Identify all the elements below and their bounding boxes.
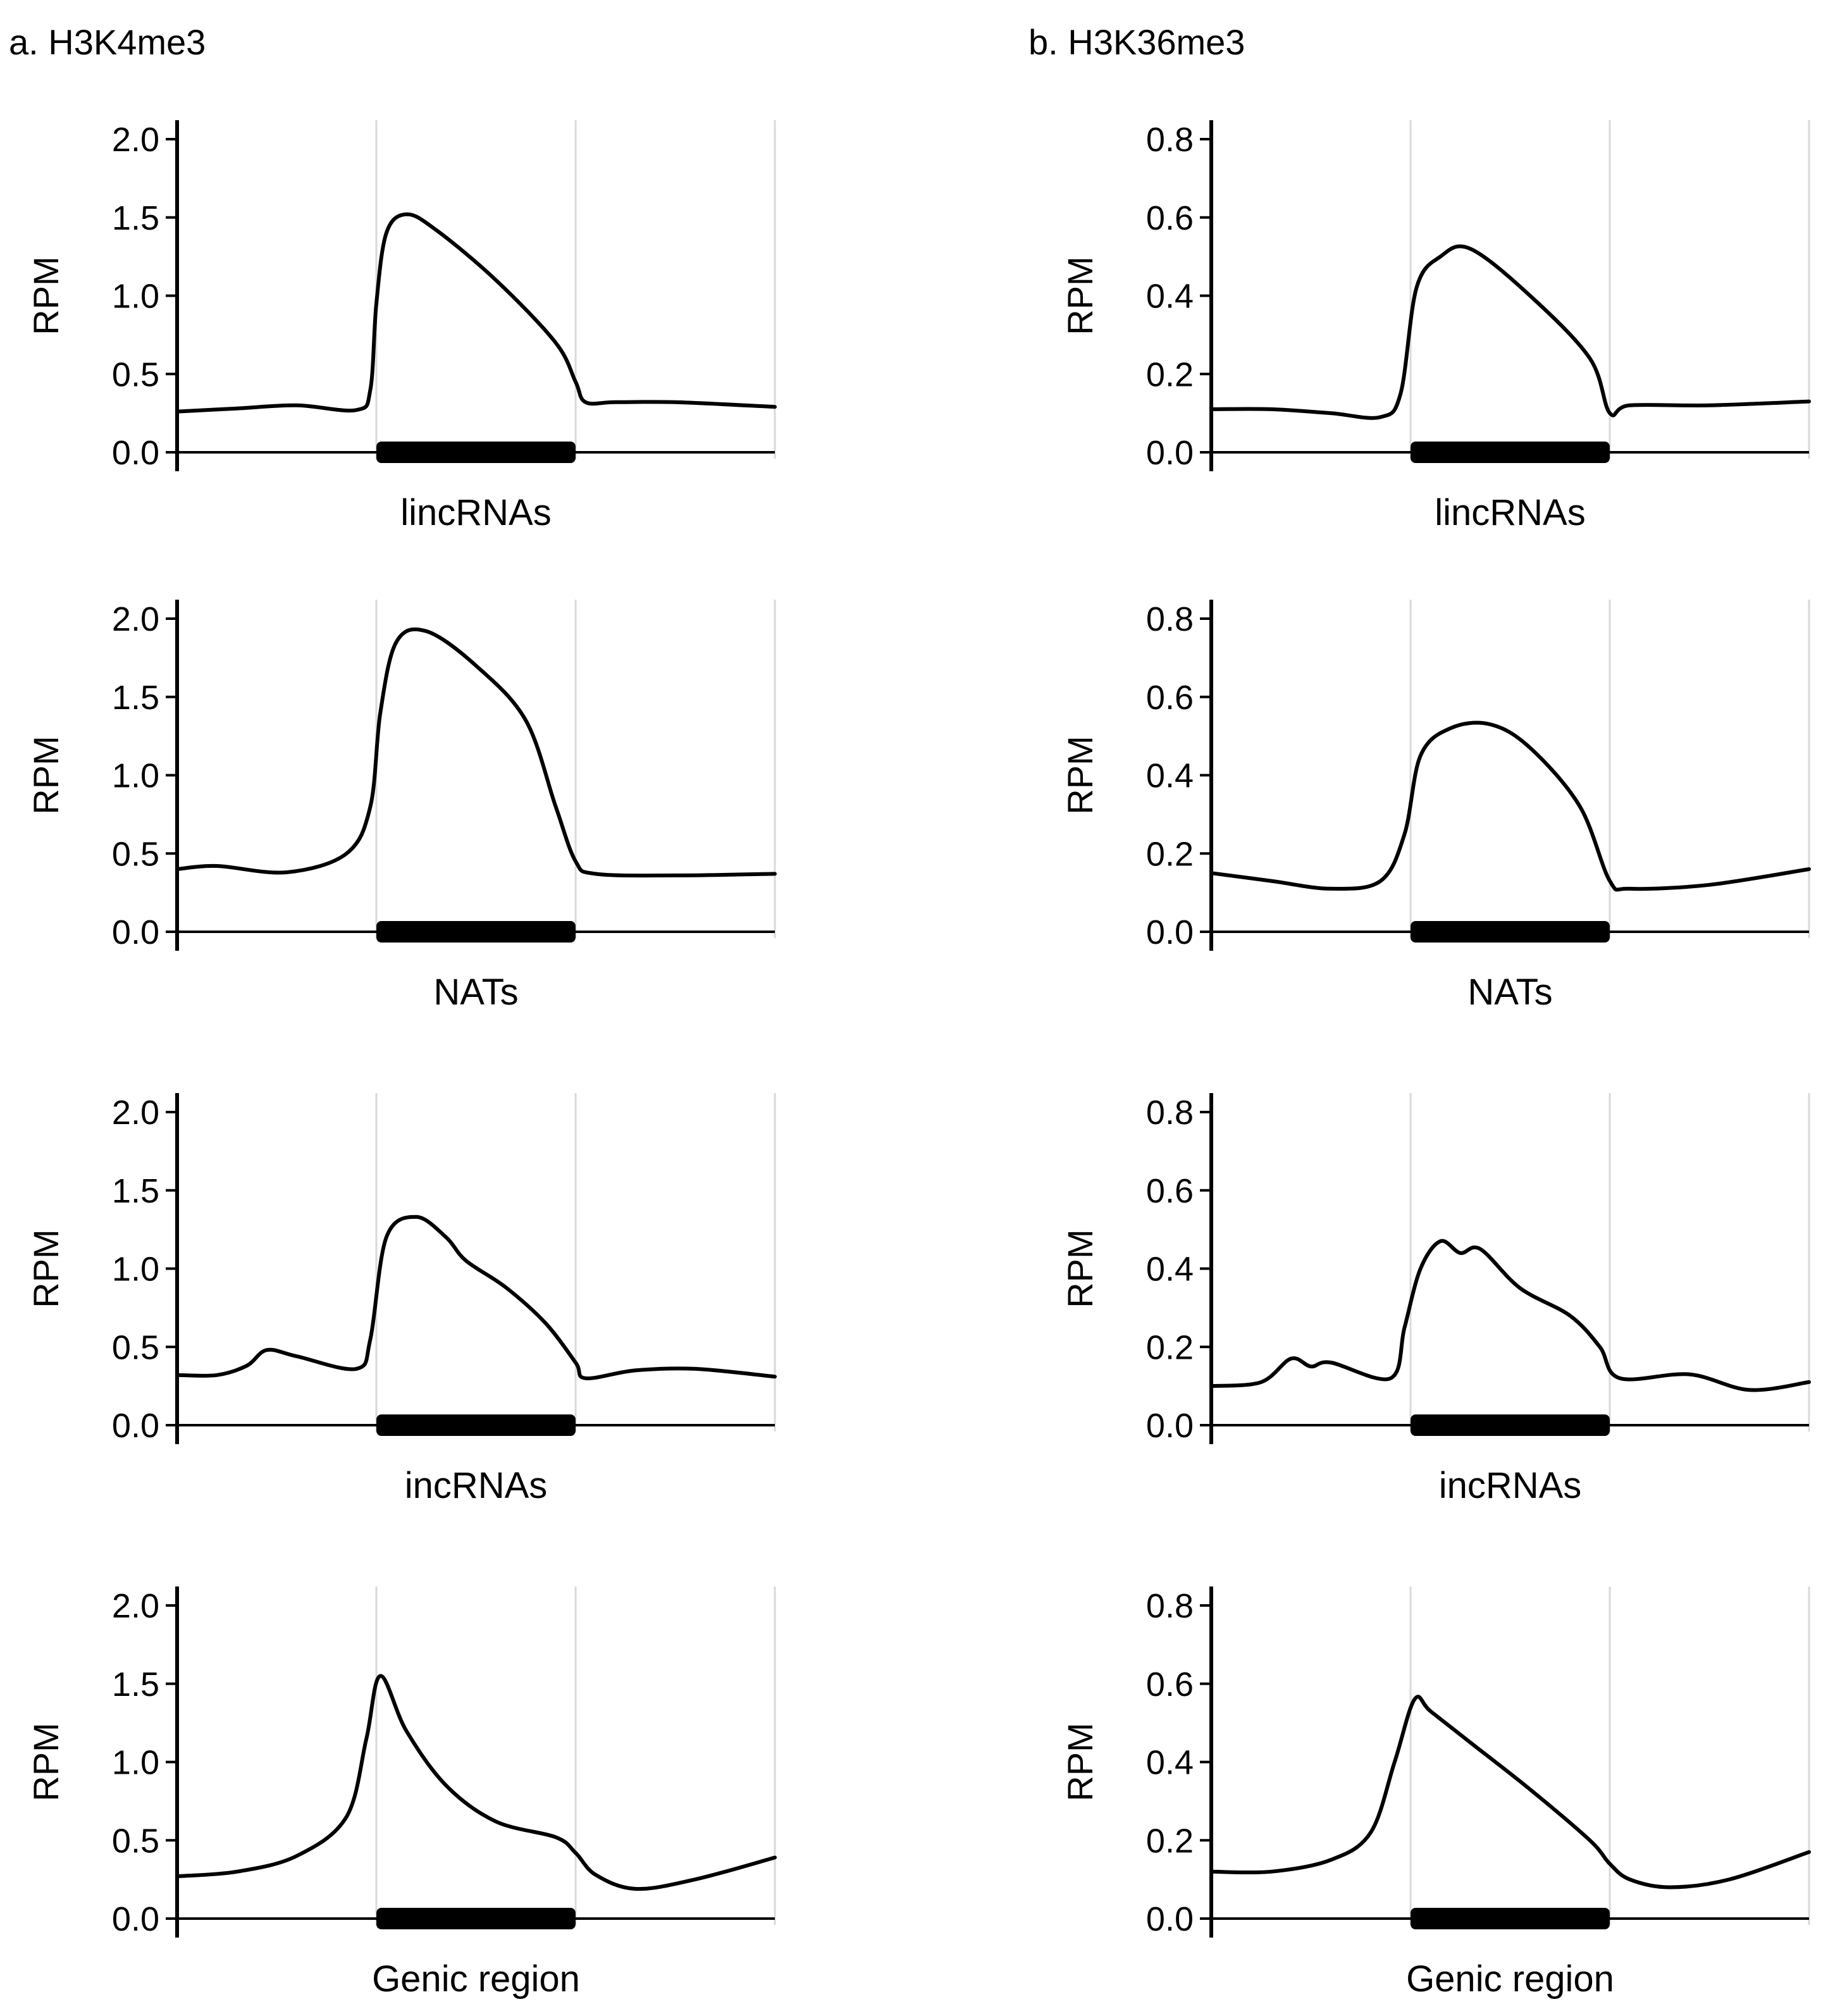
p1-c0-y-tick-label: 0.2 xyxy=(1146,356,1194,393)
p0-c3-y-tick-label: 0.5 xyxy=(112,1822,159,1860)
p0-c1-gene-body-bar xyxy=(376,921,576,943)
p1-c2-y-tick-label: 0.6 xyxy=(1146,1172,1194,1210)
p1-c0-y-tick-label: 0.6 xyxy=(1146,199,1194,237)
p1-c0-series-line xyxy=(1209,244,1811,420)
p0-c0-y-tick-label: 1.0 xyxy=(112,278,159,316)
p1-c1-y-tick-label: 0.2 xyxy=(1146,835,1194,873)
p0-c1-y-axis-label: RPM xyxy=(26,736,66,814)
p0-c3-gene-body-bar xyxy=(376,1908,576,1929)
p1-c1-y-tick-label: 0.0 xyxy=(1146,913,1194,951)
p0-c2-y-tick-label: 2.0 xyxy=(112,1094,159,1132)
p1-c3-gene-body-bar xyxy=(1411,1908,1610,1929)
p1-c3-y-tick-label: 0.6 xyxy=(1146,1666,1194,1704)
p0-c3-y-tick-label: 0.0 xyxy=(112,1900,159,1938)
p1-c2-y-tick-label: 0.2 xyxy=(1146,1328,1194,1366)
p0-c3-y-axis-label: RPM xyxy=(26,1722,66,1801)
p1-c1-y-tick-label: 0.6 xyxy=(1146,679,1194,717)
panel-b-title: b. H3K36me3 xyxy=(1028,22,1245,62)
p1-c1-gene-body-bar xyxy=(1411,921,1610,943)
p1-c2-chart: 0.0 0.2 0.4 0.6 0.8 RPM incRNAs xyxy=(1060,1093,1811,1506)
p1-c3-y-tick-label: 0.2 xyxy=(1146,1822,1194,1860)
p0-c0-chart: 0.0 0.5 1.0 1.5 2.0 RPM lincRNAs xyxy=(26,120,777,533)
p0-c2-series-line xyxy=(175,1215,777,1381)
p1-c3-y-tick-label: 0.8 xyxy=(1146,1587,1194,1625)
charts-container: 0.0 0.5 1.0 1.5 2.0 RPM lincRNAs 0.0 0.5 1.0 1.5 2.… xyxy=(26,120,1811,2000)
p0-c2-y-tick-label: 0.0 xyxy=(112,1407,159,1445)
p0-c2-y-tick-label: 1.5 xyxy=(112,1172,159,1210)
p1-c0-chart: 0.0 0.2 0.4 0.6 0.8 RPM lincRNAs xyxy=(1060,120,1811,533)
p0-c1-x-axis-label: NATs xyxy=(433,972,518,1013)
p0-c2-y-axis-label: RPM xyxy=(26,1229,66,1308)
p0-c3-x-axis-label: Genic region xyxy=(372,1958,580,2000)
p0-c3-y-tick-label: 1.5 xyxy=(112,1666,159,1704)
p0-c0-y-tick-label: 2.0 xyxy=(112,121,159,159)
p1-c0-y-axis-label: RPM xyxy=(1060,256,1100,335)
p1-c0-x-axis-label: lincRNAs xyxy=(1435,492,1586,533)
p0-c2-y-tick-label: 1.0 xyxy=(112,1251,159,1289)
p0-c3-y-tick-label: 1.0 xyxy=(112,1744,159,1782)
p0-c0-y-axis-label: RPM xyxy=(26,256,66,335)
p1-c0-gene-body-bar xyxy=(1411,442,1610,463)
p0-c1-y-tick-label: 2.0 xyxy=(112,600,159,638)
p1-c1-series-line xyxy=(1209,720,1811,892)
p1-c2-gene-body-bar xyxy=(1411,1414,1610,1436)
p0-c1-y-tick-label: 0.5 xyxy=(112,835,159,873)
p1-c2-series-line xyxy=(1209,1239,1811,1392)
p0-c2-y-tick-label: 0.5 xyxy=(112,1328,159,1366)
p1-c0-y-tick-label: 0.0 xyxy=(1146,434,1194,472)
p0-c0-gene-body-bar xyxy=(376,442,576,463)
p1-c1-x-axis-label: NATs xyxy=(1467,972,1552,1013)
p1-c3-y-tick-label: 0.4 xyxy=(1146,1744,1194,1782)
p0-c0-y-tick-label: 1.5 xyxy=(112,199,159,237)
p1-c2-x-axis-label: incRNAs xyxy=(1439,1465,1582,1506)
p1-c1-y-tick-label: 0.4 xyxy=(1146,757,1194,795)
p1-c2-y-tick-label: 0.0 xyxy=(1146,1407,1194,1445)
p0-c0-y-tick-label: 0.0 xyxy=(112,434,159,472)
p0-c1-y-tick-label: 1.0 xyxy=(112,757,159,795)
p1-c2-y-tick-label: 0.8 xyxy=(1146,1094,1194,1132)
p0-c2-gene-body-bar xyxy=(376,1414,576,1436)
p0-c1-y-tick-label: 1.5 xyxy=(112,679,159,717)
p0-c3-series-line xyxy=(175,1674,777,1891)
p1-c3-y-axis-label: RPM xyxy=(1060,1722,1100,1801)
p0-c1-chart: 0.0 0.5 1.0 1.5 2.0 RPM NATs xyxy=(26,600,777,1013)
p1-c1-y-axis-label: RPM xyxy=(1060,736,1100,814)
p1-c1-y-tick-label: 0.8 xyxy=(1146,600,1194,638)
p0-c0-series-line xyxy=(175,212,777,414)
p1-c2-y-axis-label: RPM xyxy=(1060,1229,1100,1308)
p1-c3-x-axis-label: Genic region xyxy=(1406,1958,1614,2000)
p0-c0-y-tick-label: 0.5 xyxy=(112,356,159,393)
p0-c2-x-axis-label: incRNAs xyxy=(405,1465,548,1506)
p1-c3-series-line xyxy=(1209,1695,1811,1889)
p0-c3-y-tick-label: 2.0 xyxy=(112,1587,159,1625)
p0-c0-x-axis-label: lincRNAs xyxy=(400,492,552,533)
p0-c3-chart: 0.0 0.5 1.0 1.5 2.0 RPM Genic region xyxy=(26,1586,777,2000)
p0-c1-y-tick-label: 0.0 xyxy=(112,913,159,951)
p0-c2-chart: 0.0 0.5 1.0 1.5 2.0 RPM incRNAs xyxy=(26,1093,777,1506)
p1-c1-chart: 0.0 0.2 0.4 0.6 0.8 RPM NATs xyxy=(1060,600,1811,1013)
p1-c3-chart: 0.0 0.2 0.4 0.6 0.8 RPM Genic region xyxy=(1060,1586,1811,2000)
p1-c0-y-tick-label: 0.8 xyxy=(1146,121,1194,159)
p1-c2-y-tick-label: 0.4 xyxy=(1146,1251,1194,1289)
p0-c1-series-line xyxy=(175,627,777,878)
panel-a-title: a. H3K4me3 xyxy=(9,22,206,62)
p1-c3-y-tick-label: 0.0 xyxy=(1146,1900,1194,1938)
p1-c0-y-tick-label: 0.4 xyxy=(1146,278,1194,316)
